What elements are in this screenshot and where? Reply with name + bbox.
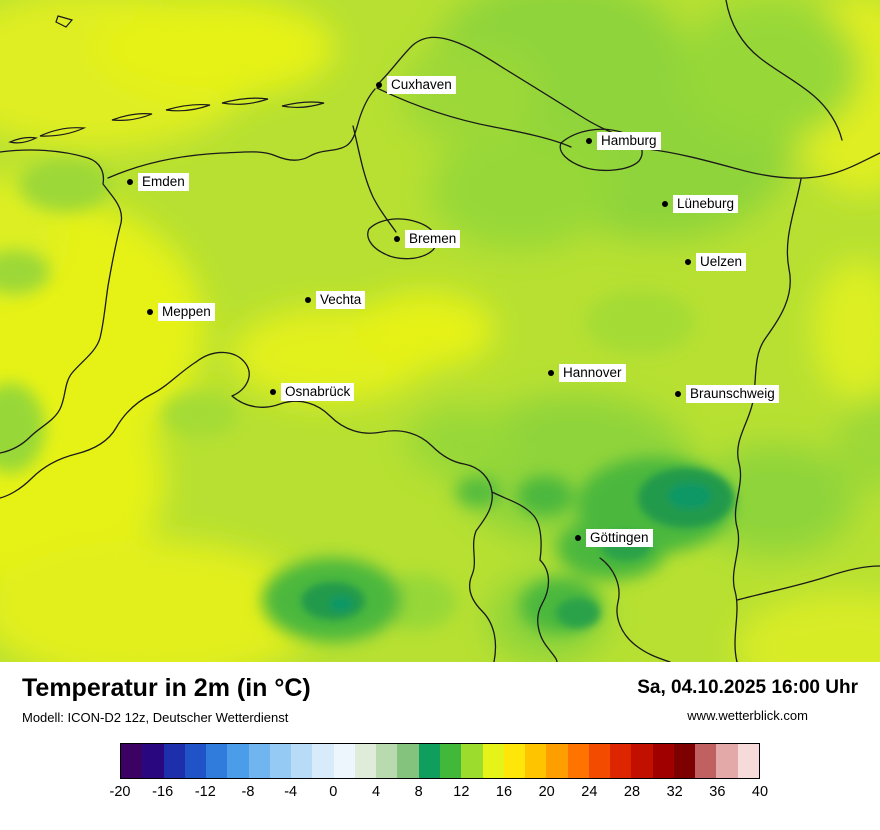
city-layer: Cuxhaven Hamburg Emden Lüneburg Bremen Uelzen… — [127, 76, 779, 547]
page-title: Temperatur in 2m (in °C) — [22, 674, 311, 702]
tick-label--20: -20 — [109, 784, 131, 800]
colorbar-segment-4 — [206, 744, 228, 778]
tick-label--16: -16 — [152, 784, 174, 800]
city-label: Braunschweig — [686, 385, 779, 403]
colorbar-segment-17 — [482, 744, 504, 778]
model-info: Modell: ICON-D2 12z, Deutscher Wetterdie… — [22, 710, 289, 725]
city-marker-meppen: Meppen — [147, 303, 215, 321]
temperature-scale: -20 -16 -12 -8 -4 0 4 8 12 16 20 24 28 32 36 40 — [110, 743, 769, 804]
colorbar-segment-16 — [461, 744, 483, 778]
city-marker-hamburg: Hamburg — [586, 132, 661, 150]
city-dot — [685, 259, 691, 265]
city-dot — [270, 389, 276, 395]
colorbar-segment-20 — [546, 744, 568, 778]
city-dot — [548, 370, 554, 376]
city-label: Meppen — [158, 303, 215, 321]
colorbar-segment-7 — [269, 744, 292, 778]
city-dot — [675, 391, 681, 397]
colorbar-segment-21 — [567, 744, 589, 778]
tick-label-24: 24 — [581, 784, 598, 800]
colorbar-segment-10 — [333, 744, 355, 778]
colorbar-segment-28 — [716, 744, 738, 778]
city-dot — [394, 236, 400, 242]
city-dot — [575, 535, 581, 541]
colorbar-segment-15 — [439, 744, 462, 778]
city-marker-uelzen: Uelzen — [685, 253, 747, 271]
city-label: Lüneburg — [673, 195, 739, 213]
colorbar-segment-19 — [525, 744, 547, 778]
colorbar-segment-18 — [503, 744, 526, 778]
city-dot — [147, 309, 153, 315]
city-marker-osnabrück: Osnabrück — [270, 383, 355, 401]
tick-label-20: 20 — [538, 784, 555, 800]
city-marker-braunschweig: Braunschweig — [675, 385, 779, 403]
city-label: Hannover — [559, 364, 626, 382]
temperature-field-cold-cores — [301, 468, 734, 628]
city-dot — [127, 179, 133, 185]
city-label: Hamburg — [597, 132, 661, 150]
city-label: Cuxhaven — [387, 76, 456, 94]
city-dot — [662, 201, 668, 207]
colorbar-segment-5 — [227, 744, 249, 778]
coastal-islands — [8, 15, 325, 144]
colorbar — [120, 743, 760, 779]
info-right: Sa, 04.10.2025 16:00 Uhr www.wetterblick… — [637, 674, 858, 723]
city-label: Göttingen — [586, 529, 653, 547]
tick-label--4: -4 — [284, 784, 298, 800]
colorbar-segment-8 — [291, 744, 313, 778]
info-bar: Temperatur in 2m (in °C) Modell: ICON-D2… — [0, 662, 880, 725]
colorbar-segment-9 — [312, 744, 334, 778]
tick-label-4: 4 — [371, 784, 381, 800]
city-label: Vechta — [316, 291, 366, 309]
city-marker-cuxhaven: Cuxhaven — [376, 76, 456, 94]
colorbar-segment-26 — [673, 744, 696, 778]
info-left: Temperatur in 2m (in °C) Modell: ICON-D2… — [22, 674, 311, 725]
tick-label-28: 28 — [623, 784, 641, 800]
colorbar-segment-12 — [376, 744, 398, 778]
colorbar-segment-23 — [610, 744, 632, 778]
city-label: Emden — [138, 173, 189, 191]
tick-label-16: 16 — [495, 784, 513, 800]
colorbar-segment-29 — [737, 744, 759, 778]
colorbar-ticks: -20 -16 -12 -8 -4 0 4 8 12 16 20 24 28 32 36 40 — [110, 784, 769, 804]
website-url: www.wetterblick.com — [687, 708, 808, 723]
tick-label-12: 12 — [453, 784, 470, 800]
colorbar-segment-6 — [248, 744, 270, 778]
colorbar-segment-25 — [652, 744, 674, 778]
city-dot — [586, 138, 592, 144]
colorbar-segment-27 — [695, 744, 717, 778]
forecast-datetime: Sa, 04.10.2025 16:00 Uhr — [637, 677, 858, 698]
tick-label-36: 36 — [709, 784, 726, 800]
city-marker-hannover: Hannover — [548, 364, 626, 382]
city-label: Uelzen — [696, 253, 747, 271]
temperature-map: Cuxhaven Hamburg Emden Lüneburg Bremen Uelzen… — [0, 0, 880, 662]
colorbar-segment-24 — [631, 744, 653, 778]
city-marker-göttingen: Göttingen — [575, 529, 653, 547]
colorbar-segment-13 — [397, 744, 419, 778]
city-dot — [376, 82, 382, 88]
tick-label-0: 0 — [329, 784, 338, 800]
city-marker-vechta: Vechta — [305, 291, 366, 309]
city-label: Osnabrück — [281, 383, 355, 401]
tick-label-40: 40 — [751, 784, 769, 800]
colorbar-segment-2 — [163, 744, 185, 778]
city-marker-lüneburg: Lüneburg — [662, 195, 739, 213]
tick-label--12: -12 — [194, 784, 216, 800]
city-marker-bremen: Bremen — [394, 230, 461, 248]
colorbar-segment-1 — [142, 744, 164, 778]
tick-label--8: -8 — [241, 784, 255, 800]
colorbar-segment-11 — [354, 744, 377, 778]
colorbar-segment-0 — [121, 744, 143, 778]
city-label: Bremen — [405, 230, 461, 248]
colorbar-segment-22 — [588, 744, 611, 778]
city-marker-emden: Emden — [127, 173, 189, 191]
state-borders — [0, 0, 880, 662]
colorbar-segment-3 — [184, 744, 207, 778]
colorbar-segment-14 — [418, 744, 440, 778]
tick-label-8: 8 — [414, 784, 423, 800]
tick-label-32: 32 — [666, 784, 683, 800]
city-dot — [305, 297, 311, 303]
